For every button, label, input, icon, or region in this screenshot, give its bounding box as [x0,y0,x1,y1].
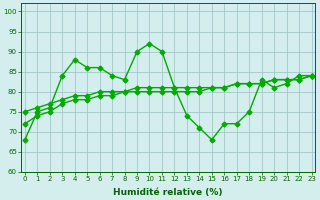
X-axis label: Humidité relative (%): Humidité relative (%) [114,188,223,197]
